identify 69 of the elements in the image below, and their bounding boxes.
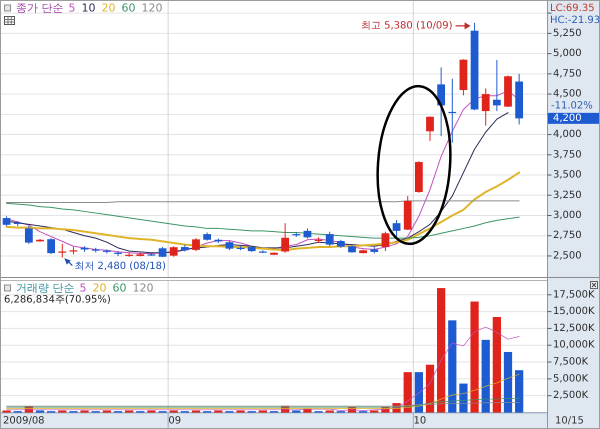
y-tick-label: 10,000K (553, 340, 595, 351)
y-tick-label: 2,750 (553, 230, 582, 242)
text: 2009/08 (3, 416, 45, 426)
bar (482, 340, 490, 412)
candlestick (437, 66, 446, 137)
candlestick (281, 222, 290, 254)
text: 10/15 (555, 416, 584, 426)
annotation: 최저 2,480 (08/18) (74, 261, 166, 272)
y-tick-label: 7,500K (553, 356, 589, 368)
candlestick (482, 88, 490, 126)
candlestick (426, 116, 434, 142)
text: 20 (92, 282, 106, 294)
bar (448, 320, 456, 412)
y-tick-label: 5,000 (553, 48, 582, 60)
text: 4,200 (553, 112, 582, 124)
y-tick-label: 17,500K (553, 289, 595, 300)
candlestick (192, 238, 200, 252)
bar (459, 384, 468, 412)
text: 60 (122, 2, 136, 14)
bar (492, 316, 501, 412)
text: 120 (132, 282, 154, 294)
candlestick (2, 216, 10, 227)
text: LC:69.35 (550, 3, 595, 14)
y-tick-label: 4,500 (553, 88, 582, 100)
y-tick-label: 3,250 (553, 190, 582, 201)
y-tick-label: 3,000 (553, 210, 582, 221)
candlestick (226, 240, 234, 251)
y-tick-label: 2,500K (553, 390, 589, 402)
text: 60 (112, 282, 126, 294)
candlestick (382, 231, 390, 252)
bar (515, 370, 524, 412)
y-tick-label: 5,250 (553, 28, 582, 39)
candlestick (170, 246, 178, 258)
candlestick (326, 231, 334, 247)
y-tick-label: 5,000K (553, 373, 589, 384)
line-series (6, 374, 520, 409)
bar (504, 352, 512, 412)
line-series (6, 326, 520, 411)
y-tick-label: 15,000K (553, 306, 595, 318)
y-tick-label: 12,500K (553, 322, 595, 334)
line-series (6, 398, 520, 408)
y-tick-label: 3,750 (553, 149, 582, 160)
y-tick-label: 2,500 (553, 250, 582, 262)
y-tick-label: 4,000 (553, 129, 582, 140)
candlestick (304, 228, 312, 240)
annotation: 6,286,834주(70.95%) (4, 294, 111, 306)
text: 120 (142, 2, 162, 14)
legend-title: 거래량 단순 (16, 282, 74, 294)
candlestick (47, 238, 56, 254)
bar (404, 372, 412, 412)
text: 10 (82, 2, 96, 14)
legend-title: 종가 단순 (16, 2, 64, 14)
text: 20 (102, 2, 116, 14)
bar (426, 364, 434, 412)
annotation: 최고 5,380 (10/09) (360, 20, 453, 32)
text: 5 (68, 2, 76, 14)
y-tick-label: 4,750 (553, 68, 582, 80)
bar (470, 302, 479, 412)
y-tick-label: 3,500 (553, 170, 582, 181)
candlestick (392, 219, 400, 238)
text: 5 (80, 282, 86, 294)
text: -11.02% (551, 100, 593, 112)
bar (414, 372, 423, 412)
candlestick (492, 60, 501, 112)
line-series (6, 172, 520, 252)
text: HC:-21.93 (550, 15, 600, 26)
candlestick (24, 226, 33, 244)
x-tick-label: 09 (168, 416, 182, 426)
bar (437, 288, 446, 412)
